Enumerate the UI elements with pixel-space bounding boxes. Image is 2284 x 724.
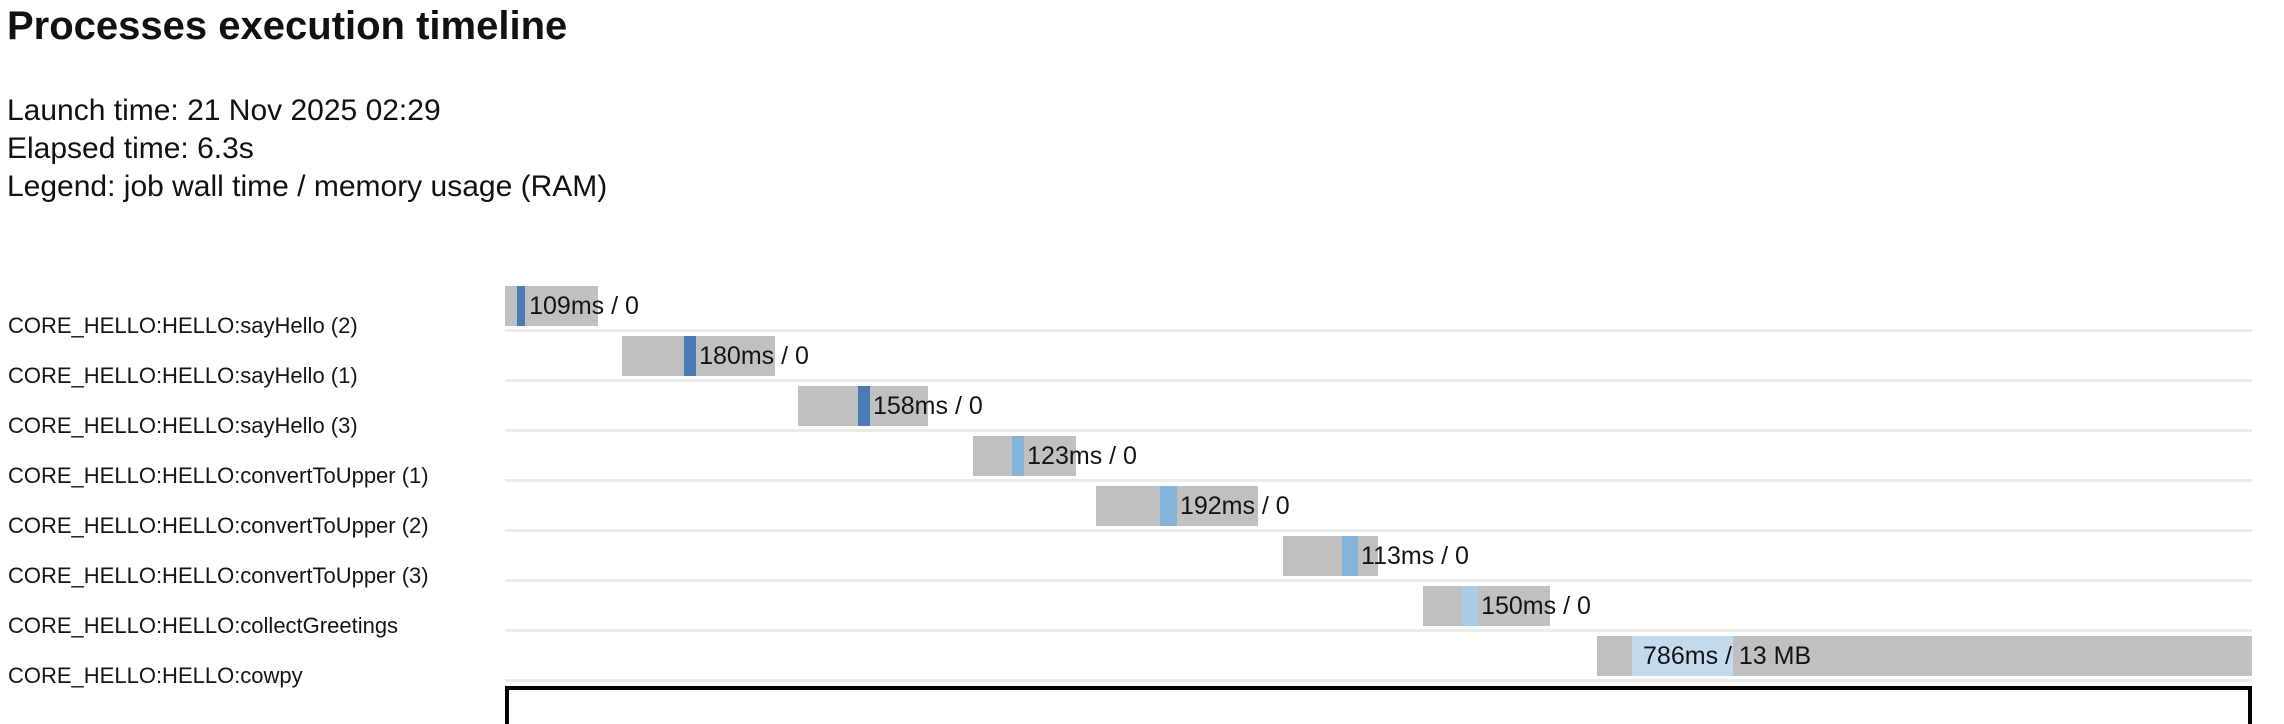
task-run-segment	[1159, 486, 1177, 526]
task-time-memory-label: 113ms / 0	[1361, 542, 1469, 570]
process-label: CORE_HELLO:HELLO:convertToUpper (2)	[8, 513, 429, 538]
task-wall-time-segment	[1282, 536, 1342, 576]
page-title: Processes execution timeline	[7, 4, 568, 48]
task-wall-time-segment	[696, 336, 776, 376]
task-wall-time-segment	[869, 386, 928, 426]
task-wall-time-segment	[622, 336, 685, 376]
task-run-segment	[684, 336, 697, 376]
report-meta: Launch time: 21 Nov 2025 02:29 Elapsed t…	[7, 92, 607, 206]
task-run-segment	[516, 286, 525, 326]
process-label: CORE_HELLO:HELLO:sayHello (3)	[8, 413, 358, 438]
row-separator	[505, 379, 2252, 382]
elapsed-time-text: Elapsed time: 6.3s	[7, 132, 254, 165]
task-wall-time-segment	[1422, 586, 1462, 626]
task-wall-time-segment	[1732, 636, 2252, 676]
row-separator	[505, 579, 2252, 582]
row-separator	[505, 479, 2252, 482]
task-time-memory-label: 786ms / 13 MB	[1643, 642, 1812, 670]
row-separator	[505, 629, 2252, 632]
process-label: CORE_HELLO:HELLO:cowpy	[8, 663, 303, 688]
row-separator	[505, 529, 2252, 532]
task-time-memory-label: 192ms / 0	[1179, 492, 1290, 520]
bottom-section-box	[505, 686, 2252, 724]
process-label: CORE_HELLO:HELLO:sayHello (1)	[8, 363, 358, 388]
task-wall-time-segment	[798, 386, 858, 426]
task-time-memory-label: 180ms / 0	[699, 342, 809, 370]
task-time-memory-label: 109ms / 0	[529, 292, 639, 320]
task-time-memory-label: 150ms / 0	[1481, 592, 1591, 620]
launch-time-text: Launch time: 21 Nov 2025 02:29	[7, 94, 441, 127]
task-run-segment	[858, 386, 870, 426]
task-run-segment	[1631, 636, 1733, 676]
task-run-segment	[1341, 536, 1358, 576]
process-label: CORE_HELLO:HELLO:sayHello (2)	[8, 313, 358, 338]
row-separator	[505, 329, 2252, 332]
task-wall-time-segment	[505, 286, 517, 326]
task-time-memory-label: 123ms / 0	[1027, 442, 1137, 470]
task-wall-time-segment	[1357, 536, 1378, 576]
row-separator	[505, 429, 2252, 432]
row-separator	[505, 679, 2252, 682]
task-time-memory-label: 158ms / 0	[872, 392, 983, 420]
process-label: CORE_HELLO:HELLO:collectGreetings	[8, 613, 399, 638]
legend-text: Legend: job wall time / memory usage (RA…	[7, 170, 608, 203]
process-label: CORE_HELLO:HELLO:convertToUpper (1)	[8, 463, 429, 488]
task-wall-time-segment	[1024, 436, 1076, 476]
task-wall-time-segment	[973, 436, 1012, 476]
process-label: CORE_HELLO:HELLO:convertToUpper (3)	[8, 563, 429, 588]
task-wall-time-segment	[1176, 486, 1259, 526]
task-wall-time-segment	[1095, 486, 1160, 526]
task-run-segment	[1011, 436, 1025, 476]
task-wall-time-segment	[1597, 636, 1632, 676]
task-run-segment	[1461, 586, 1479, 626]
task-wall-time-segment	[524, 286, 598, 326]
task-wall-time-segment	[1478, 586, 1550, 626]
